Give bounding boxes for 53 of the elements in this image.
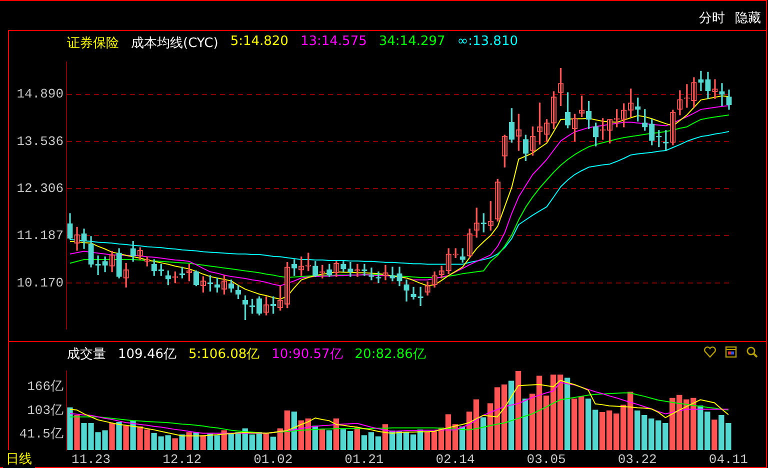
chart-subtitle: 成本均线(CYC) — [131, 35, 218, 52]
chart-title: 证券保险 — [67, 35, 119, 52]
y-tick-label: 166亿 — [27, 379, 64, 394]
bar — [186, 432, 192, 450]
bar — [67, 407, 73, 450]
bar — [319, 429, 325, 450]
text: 5:106.08亿 — [188, 346, 260, 363]
bar — [291, 412, 297, 450]
x-tick-label: 01.02 — [254, 452, 293, 468]
bar — [515, 370, 522, 450]
bar — [312, 426, 318, 450]
bar — [480, 417, 486, 450]
x-tick-label: 04.11 — [708, 452, 748, 468]
x-tick-label: 02.14 — [436, 452, 475, 468]
text: 5:14.820 — [230, 34, 288, 51]
x-tick-label: 03.05 — [526, 452, 566, 468]
y-tick-label: 14.890 — [16, 86, 64, 102]
bar — [130, 420, 136, 450]
y-tick-label: 103亿 — [27, 403, 64, 418]
bar — [354, 428, 360, 450]
bar — [172, 438, 178, 450]
bar — [109, 423, 115, 450]
text: 20:82.86亿 — [354, 346, 426, 363]
bar — [74, 415, 80, 450]
bar — [270, 436, 276, 450]
text: 日线 — [6, 450, 32, 468]
bar — [123, 426, 129, 450]
x-tick-label: 11.23 — [72, 452, 111, 468]
bar — [179, 434, 185, 450]
text: 34:14.297 — [378, 34, 446, 51]
bar — [522, 398, 528, 450]
y-tick-label: 12.306 — [16, 180, 64, 196]
chart-subtitle: 109.46亿 — [118, 346, 176, 363]
y-tick-label: 41.5亿 — [19, 426, 64, 442]
bar — [712, 420, 718, 450]
text: 隐藏 — [735, 10, 761, 27]
bar — [564, 378, 570, 450]
text: 10:90.57亿 — [272, 346, 343, 363]
bar — [116, 422, 122, 450]
bar — [263, 432, 269, 450]
chart-title: 成交量 — [67, 346, 106, 363]
x-tick-label: 01.21 — [344, 452, 384, 468]
y-tick-label: 10.170 — [16, 275, 64, 290]
text: 13:14.575 — [300, 34, 367, 51]
x-tick-label: 03.22 — [618, 452, 657, 468]
text: 分时 — [699, 10, 725, 27]
y-tick-label: 13.536 — [16, 134, 64, 149]
y-tick-label: 11.187 — [16, 228, 64, 244]
bar — [508, 380, 514, 450]
x-tick-label: 12.12 — [162, 452, 202, 468]
bar — [200, 435, 206, 450]
bar — [326, 430, 332, 450]
text: ∞:13.810 — [457, 34, 518, 51]
